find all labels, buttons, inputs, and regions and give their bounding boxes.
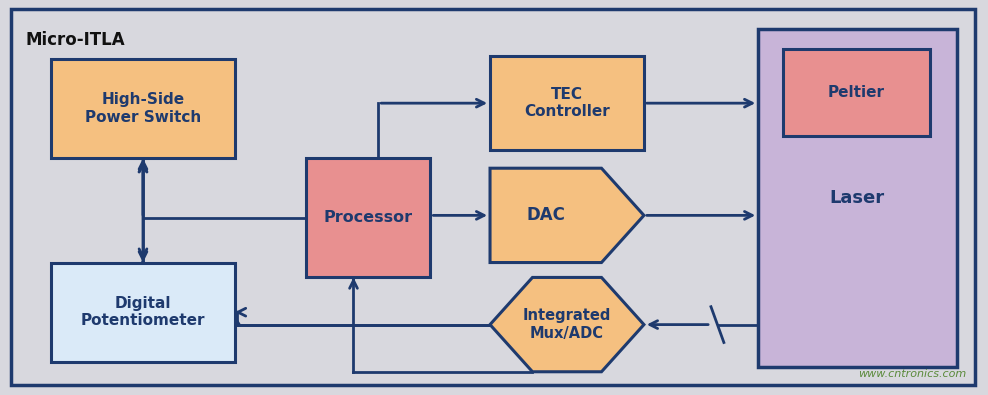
Bar	[758, 29, 956, 367]
Text: Laser: Laser	[830, 189, 885, 207]
Text: TEC
Controller: TEC Controller	[524, 87, 610, 119]
Text: www.cntronics.com: www.cntronics.com	[859, 369, 966, 379]
Text: Micro-ITLA: Micro-ITLA	[26, 31, 124, 49]
Text: Peltier: Peltier	[828, 85, 885, 100]
Bar	[306, 158, 431, 277]
Bar	[782, 49, 930, 136]
Text: DAC: DAC	[527, 206, 565, 224]
Bar	[51, 59, 235, 158]
Bar	[51, 263, 235, 362]
Polygon shape	[490, 168, 644, 263]
Text: High-Side
Power Switch: High-Side Power Switch	[85, 92, 202, 125]
Polygon shape	[490, 277, 644, 372]
Text: Integrated
Mux/ADC: Integrated Mux/ADC	[523, 308, 612, 341]
Text: Processor: Processor	[324, 211, 413, 226]
Text: Digital
Potentiometer: Digital Potentiometer	[81, 296, 206, 328]
Bar	[490, 56, 644, 150]
